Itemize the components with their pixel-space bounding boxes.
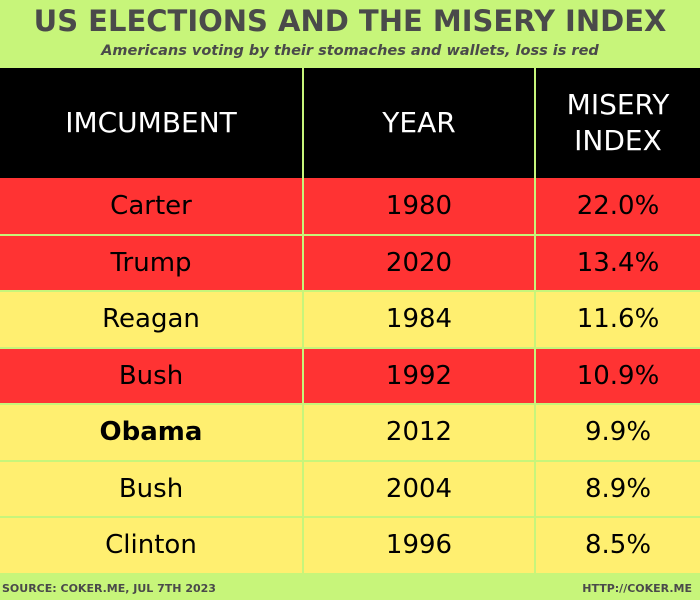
incumbent-cell: Trump: [0, 234, 304, 292]
year-cell: 2012: [303, 404, 536, 462]
table-row: Bush 1992 10.9%: [0, 347, 700, 405]
year-cell: 2020: [303, 234, 536, 292]
column-header-incumbent: IMCUMBENT: [0, 68, 304, 178]
misery-index-cell: 11.6%: [535, 291, 700, 349]
misery-index-cell: 8.9%: [535, 460, 700, 518]
chart-title: US ELECTIONS AND THE MISERY INDEX: [33, 4, 667, 38]
incumbent-cell: Carter: [0, 178, 304, 236]
incumbent-cell: Bush: [0, 347, 304, 405]
incumbent-cell: Reagan: [0, 291, 304, 349]
misery-index-cell: 13.4%: [535, 234, 700, 292]
table-row: Reagan 1984 11.6%: [0, 291, 700, 349]
misery-index-cell: 22.0%: [535, 178, 700, 236]
source-note: SOURCE: COKER.ME, JUL 7TH 2023: [2, 582, 216, 595]
misery-index-cell: 8.5%: [535, 517, 700, 575]
misery-table: IMCUMBENT YEAR MISERY INDEX Carter 1980 22.…: [0, 68, 700, 575]
column-header-year: YEAR: [303, 68, 536, 178]
source-url: HTTP://COKER.ME: [582, 582, 692, 595]
table-row: Clinton 1996 8.5%: [0, 517, 700, 575]
table-row: Obama 2012 9.9%: [0, 404, 700, 462]
year-cell: 1980: [303, 178, 536, 236]
incumbent-cell: Bush: [0, 460, 304, 518]
incumbent-cell: Clinton: [0, 517, 304, 575]
year-cell: 1996: [303, 517, 536, 575]
chart-subtitle: Americans voting by their stomaches and …: [101, 43, 599, 59]
year-cell: 2004: [303, 460, 536, 518]
misery-index-cell: 9.9%: [535, 404, 700, 462]
incumbent-cell: Obama: [0, 404, 304, 462]
table-row: Carter 1980 22.0%: [0, 178, 700, 236]
table-header-row: IMCUMBENT YEAR MISERY INDEX: [0, 68, 700, 178]
table-row: Bush 2004 8.9%: [0, 460, 700, 518]
column-header-misery-index: MISERY INDEX: [535, 68, 700, 178]
misery-index-cell: 10.9%: [535, 347, 700, 405]
year-cell: 1992: [303, 347, 536, 405]
table-row: Trump 2020 13.4%: [0, 234, 700, 292]
year-cell: 1984: [303, 291, 536, 349]
